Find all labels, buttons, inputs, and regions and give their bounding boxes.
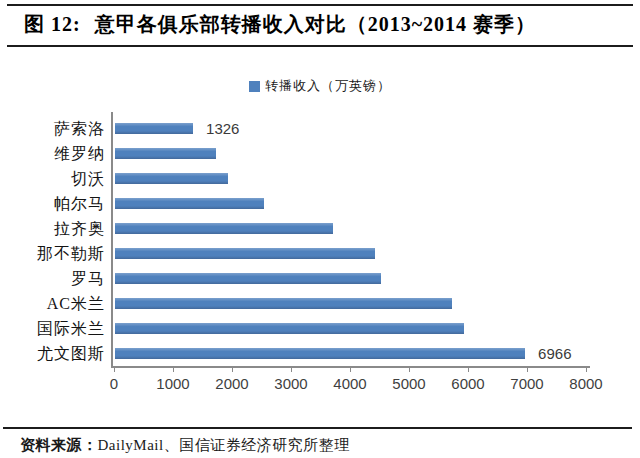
- tick-mark: [409, 368, 410, 372]
- chart-row: 维罗纳: [0, 141, 586, 166]
- title-divider-rule: [7, 45, 633, 47]
- tick-label: 1000: [156, 375, 189, 392]
- bar-area: [112, 266, 586, 291]
- chart-row: 帕尔马: [0, 191, 586, 216]
- tick-mark: [291, 368, 292, 372]
- figure-title: 图 12: 意甲各俱乐部转播收入对比（2013~2014 赛季）: [24, 11, 536, 38]
- category-label: 国际米兰: [0, 321, 112, 337]
- value-label: 6966: [538, 346, 571, 361]
- chart-row: AC米兰: [0, 291, 586, 316]
- tick-label: 8000: [569, 375, 602, 392]
- source-label: 资料来源：: [20, 437, 98, 453]
- bar[interactable]: [115, 323, 464, 334]
- chart-row: 那不勒斯: [0, 241, 586, 266]
- bar-area: [112, 191, 586, 216]
- bar-area: [112, 166, 586, 191]
- category-label: 萨索洛: [0, 121, 112, 137]
- tick-mark: [350, 368, 351, 372]
- chart-row: 国际米兰: [0, 316, 586, 341]
- category-label: 维罗纳: [0, 146, 112, 162]
- figure-title-text: 意甲各俱乐部转播收入对比（2013~2014 赛季）: [95, 13, 536, 35]
- bar[interactable]: [115, 223, 333, 234]
- bar-area: [112, 316, 586, 341]
- chart-row: 罗马: [0, 266, 586, 291]
- chart-row: 尤文图斯 6966: [0, 341, 586, 366]
- bar[interactable]: [115, 298, 452, 309]
- bar[interactable]: [115, 173, 228, 184]
- category-label: 拉齐奥: [0, 221, 112, 237]
- tick-mark: [114, 368, 115, 372]
- source-line: 资料来源：DailyMail、国信证券经济研究所整理: [20, 436, 350, 455]
- tick-label: 4000: [333, 375, 366, 392]
- bar[interactable]: [115, 123, 193, 134]
- category-label: AC米兰: [0, 296, 112, 312]
- chart-row: 切沃: [0, 166, 586, 191]
- tick-mark: [468, 368, 469, 372]
- tick-mark: [232, 368, 233, 372]
- bottom-rule: [3, 427, 632, 429]
- bar-area: [112, 141, 586, 166]
- bar[interactable]: [115, 348, 525, 359]
- tick-label: 7000: [510, 375, 543, 392]
- x-axis-ticks: 010002000300040005000600070008000: [114, 368, 586, 398]
- bar-area: 6966: [112, 341, 586, 366]
- category-label: 切沃: [0, 171, 112, 187]
- bar-area: [112, 216, 586, 241]
- chart-rows: 萨索洛 1326 维罗纳切沃帕尔马拉齐奥那不勒斯罗马 AC米兰国际米兰尤文图斯 6966: [0, 116, 586, 366]
- bar[interactable]: [115, 198, 264, 209]
- tick-mark: [527, 368, 528, 372]
- top-rule: [7, 4, 633, 6]
- bar[interactable]: [115, 148, 216, 159]
- value-label: 1326: [206, 121, 239, 136]
- chart-legend: 转播收入（万英镑）: [0, 77, 640, 95]
- tick-label: 0: [110, 375, 118, 392]
- figure-number: 图 12:: [24, 13, 81, 35]
- category-label: 帕尔马: [0, 196, 112, 212]
- category-label: 那不勒斯: [0, 246, 112, 262]
- tick-label: 2000: [215, 375, 248, 392]
- bar-area: [112, 291, 586, 316]
- bar[interactable]: [115, 273, 381, 284]
- bar-area: 1326: [112, 116, 586, 141]
- bar[interactable]: [115, 248, 375, 259]
- tick-label: 5000: [392, 375, 425, 392]
- tick-label: 6000: [451, 375, 484, 392]
- category-label: 罗马: [0, 271, 112, 287]
- tick-mark: [173, 368, 174, 372]
- legend-label: 转播收入（万英镑）: [265, 77, 391, 95]
- category-label: 尤文图斯: [0, 346, 112, 362]
- chart-row: 拉齐奥: [0, 216, 586, 241]
- legend-swatch-icon: [249, 81, 260, 92]
- chart-row: 萨索洛 1326: [0, 116, 586, 141]
- figure-panel: 图 12: 意甲各俱乐部转播收入对比（2013~2014 赛季） 转播收入（万英镑…: [0, 0, 640, 458]
- tick-mark: [586, 368, 587, 372]
- bar-area: [112, 241, 586, 266]
- tick-label: 3000: [274, 375, 307, 392]
- source-text: DailyMail、国信证券经济研究所整理: [98, 437, 350, 453]
